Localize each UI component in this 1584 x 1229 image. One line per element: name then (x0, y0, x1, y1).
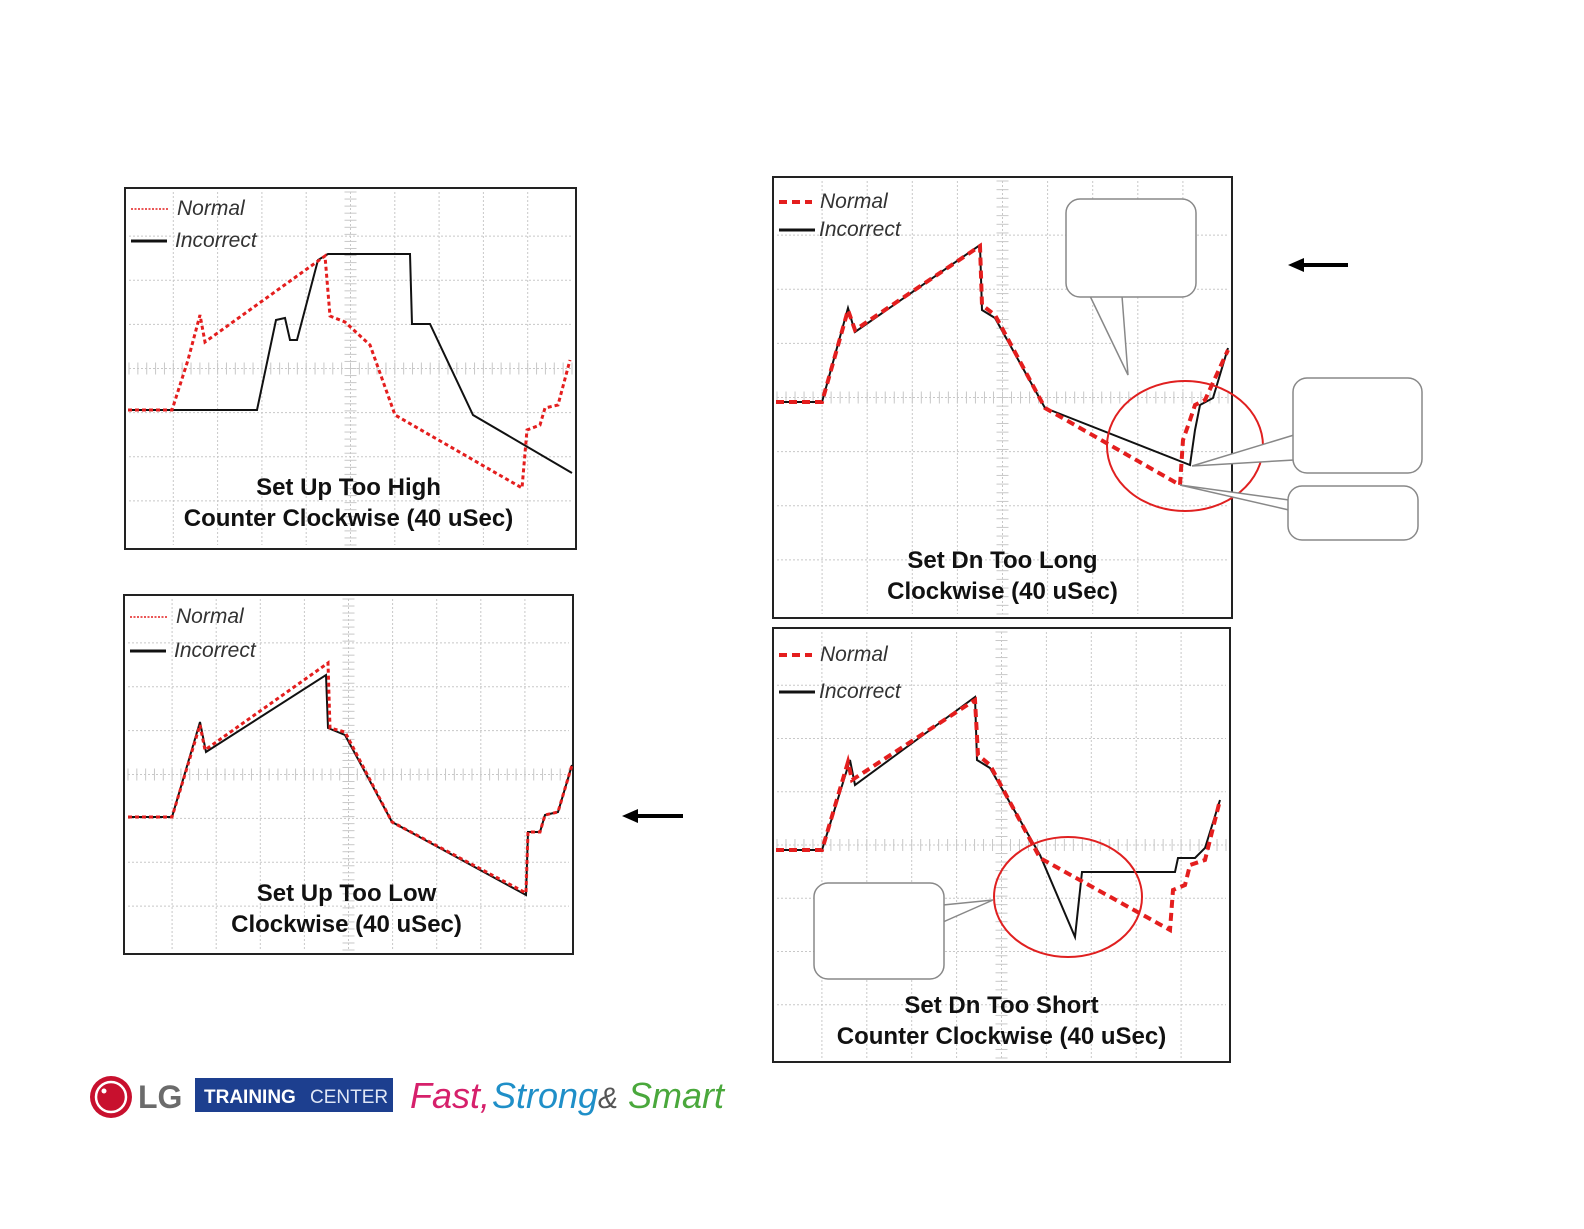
logo: LG TRAINING CENTER Fast, Strong & Smart (90, 1075, 726, 1118)
caption: Counter Clockwise (40 uSec) (184, 505, 513, 532)
caption: Set Dn Too Short (904, 992, 1098, 1019)
logo-center: CENTER (310, 1087, 388, 1108)
legend-label: Incorrect (819, 680, 902, 703)
caption: Set Up Too High (256, 474, 441, 501)
legend-label: Normal (820, 190, 889, 213)
logo-brand: LG (138, 1079, 182, 1115)
callout-box (1287, 485, 1419, 541)
legend-label: Normal (176, 605, 245, 628)
legend-label: Incorrect (175, 229, 258, 252)
scope-panel: Normal Incorrect Set Up Too High Counter Cl… (124, 187, 577, 550)
caption: Clockwise (40 uSec) (231, 911, 462, 938)
legend-label: Normal (177, 197, 246, 220)
caption: Set Up Too Low (257, 880, 437, 907)
trace-normal (776, 242, 1230, 489)
scope-panel: Normal Incorrect Set Up Too Low Clockwise (… (123, 594, 574, 955)
slogan-word: & (598, 1082, 618, 1115)
caption: Clockwise (40 uSec) (887, 578, 1118, 605)
arrow (1288, 258, 1348, 272)
legend-label: Normal (820, 643, 889, 666)
arrow (622, 809, 683, 823)
trace-incorrect (776, 695, 1221, 941)
trace-normal (776, 696, 1222, 934)
legend-label: Incorrect (174, 639, 257, 662)
scope-panel: Normal Incorrect Set Dn Too Short Counter C… (772, 627, 1231, 1063)
callout-box (1065, 198, 1197, 298)
callout-box (1292, 377, 1423, 474)
slogan-word: Strong (492, 1075, 598, 1116)
slogan-word: Fast, (410, 1075, 490, 1116)
caption: Set Dn Too Long (907, 547, 1097, 574)
callout-box (813, 882, 945, 980)
legend-label: Incorrect (819, 218, 902, 241)
highlight-ring (993, 836, 1143, 958)
slogan-word: Smart (628, 1075, 726, 1116)
trace-normal (128, 660, 574, 896)
logo-training: TRAINING (204, 1087, 296, 1108)
trace-normal (128, 253, 572, 491)
caption: Counter Clockwise (40 uSec) (837, 1023, 1166, 1050)
